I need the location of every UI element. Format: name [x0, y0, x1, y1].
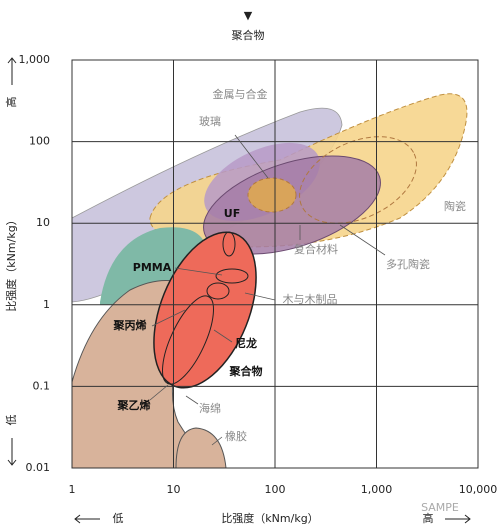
annotation: 多孔陶瓷	[386, 257, 430, 271]
annotation: 木与木制品	[283, 293, 338, 306]
y-tick-label: 1,000	[19, 53, 51, 66]
y-tick-label: 0.1	[33, 379, 51, 392]
x-tick-label: 1	[69, 483, 76, 496]
leader-line	[244, 292, 276, 301]
top-marker: ▼	[244, 9, 253, 22]
top-label: 聚合物	[232, 28, 265, 42]
watermark: SAMPE	[421, 501, 459, 514]
leader-line	[185, 395, 199, 405]
x-tick-label: 1,000	[361, 483, 393, 496]
leader-line	[149, 384, 169, 401]
y-low: 低	[5, 415, 18, 426]
region-uf	[222, 231, 236, 257]
region-porous-ceramics	[299, 136, 417, 224]
annotation: 聚丙烯	[113, 318, 147, 332]
y-arrows	[7, 57, 17, 466]
annotation: UF	[224, 207, 240, 220]
axes: 1 10 100 1,000 10,000 0.01 0.1 1 10 100 1,000	[19, 53, 498, 496]
region-inner	[247, 177, 297, 213]
annotation: 聚乙烯	[117, 398, 151, 412]
x-axis-label: 比强度（kNm/kg）	[221, 511, 318, 525]
y-high: 高	[4, 97, 18, 108]
annotation: 橡胶	[225, 429, 247, 443]
y-tick-label: 1	[43, 298, 50, 311]
y-tick-label: 10	[36, 216, 50, 229]
x-tick-label: 100	[265, 483, 286, 496]
annotation: PMMA	[133, 261, 172, 274]
leader-line	[339, 224, 386, 256]
annotation: 复合材料	[294, 242, 338, 256]
region-pe	[162, 295, 214, 385]
leader-line	[211, 436, 223, 446]
x-tick-label: 10	[167, 483, 181, 496]
leader-line	[213, 329, 233, 343]
x-high: 高	[423, 511, 434, 525]
annotation: 陶瓷	[444, 199, 466, 213]
annotation: 玻璃	[199, 114, 221, 128]
leader-line	[151, 309, 186, 327]
x-arrows	[74, 514, 471, 524]
x-tick-label: 10,000	[459, 483, 498, 496]
annotation: 海绵	[199, 401, 221, 415]
region-pmma-small	[215, 268, 249, 284]
leader-line	[234, 134, 269, 179]
y-tick-label: 0.01	[26, 461, 51, 474]
x-low: 低	[113, 512, 124, 525]
region-nylon	[206, 282, 230, 300]
annotation: 尼龙	[235, 336, 257, 350]
regions	[71, 93, 468, 469]
region-rubber	[175, 427, 227, 469]
annotation: 金属与合金	[213, 87, 268, 101]
y-axis-label: 比强度（kNm/kg）	[4, 214, 18, 311]
annotation: 聚合物	[229, 364, 263, 378]
y-tick-label: 100	[29, 135, 50, 148]
leader-line	[174, 267, 223, 276]
